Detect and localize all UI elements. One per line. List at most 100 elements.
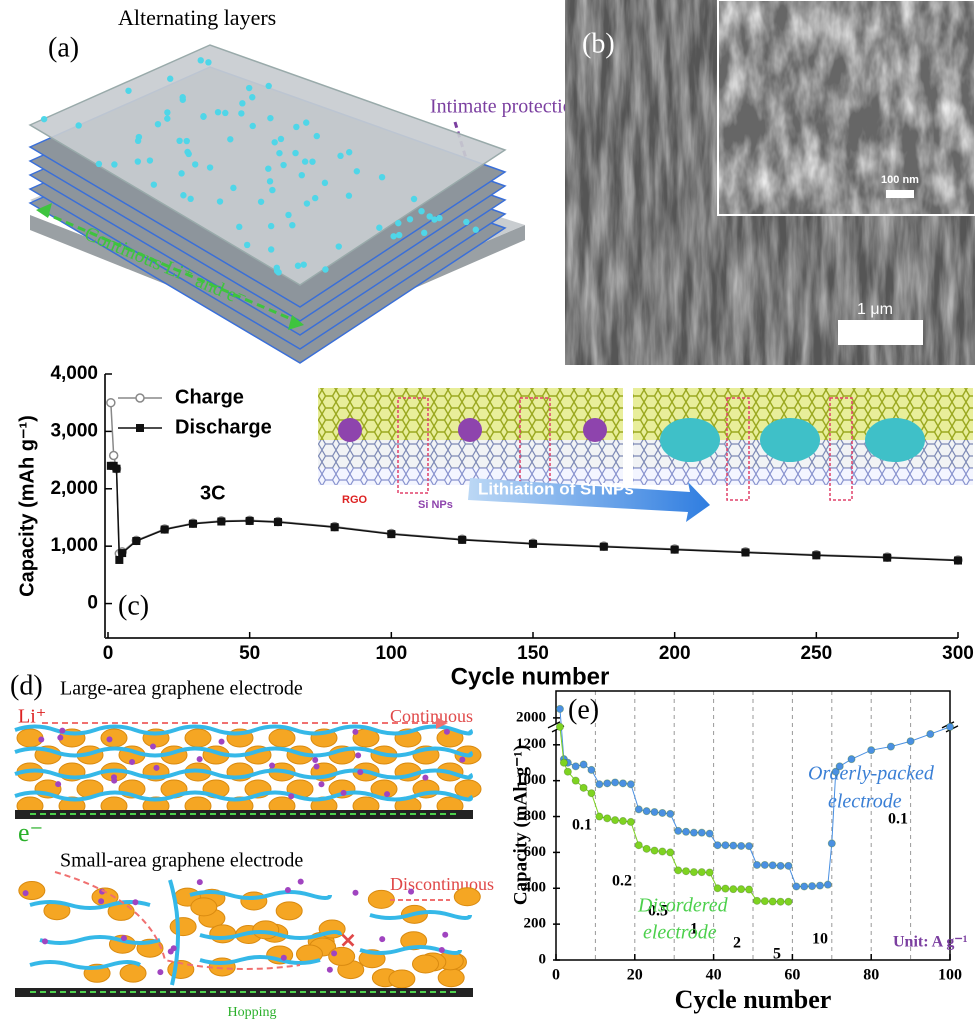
graphene	[168, 879, 181, 986]
particle	[437, 968, 465, 988]
particle	[426, 213, 433, 220]
point	[867, 746, 876, 755]
annotation: Unit: A g⁻¹	[893, 934, 968, 951]
scale-label: 100 nm	[881, 174, 919, 186]
point	[217, 517, 226, 526]
ion	[422, 774, 429, 781]
panel-d: (d) Large-area graphene electrode Li⁺ Co…	[10, 670, 494, 1020]
inset: RGO Si NPs Lithiation of Si NPs	[318, 388, 973, 522]
annotation: electrode	[828, 791, 902, 813]
particle	[164, 109, 171, 116]
y-tick-label: 0	[539, 951, 547, 967]
particle	[277, 135, 285, 143]
panel-label: (a)	[48, 32, 79, 63]
particle	[298, 171, 305, 179]
point	[559, 758, 568, 767]
ion	[442, 931, 449, 938]
particle	[111, 161, 118, 168]
particle	[268, 728, 296, 748]
panel-label: (b)	[582, 28, 615, 59]
ion	[57, 734, 64, 741]
lithiated-np	[865, 418, 925, 462]
ion	[153, 764, 160, 771]
point	[330, 523, 339, 532]
point	[115, 555, 124, 564]
particle	[301, 158, 309, 165]
point	[618, 817, 627, 826]
ion	[59, 727, 66, 734]
annotation: 10	[812, 931, 828, 948]
point	[737, 841, 746, 850]
point	[611, 778, 620, 787]
point	[831, 767, 840, 776]
particle	[230, 184, 237, 192]
annotation: 0.1	[888, 811, 908, 828]
particle	[146, 157, 154, 164]
particle	[410, 195, 418, 203]
particle	[191, 161, 199, 168]
ion	[297, 878, 304, 885]
inset-label: RGO	[342, 494, 368, 506]
particle	[243, 241, 251, 249]
particle	[240, 891, 268, 911]
point	[760, 897, 769, 906]
x-tick-label: 60	[784, 967, 800, 984]
si-np	[458, 418, 482, 442]
point	[611, 816, 620, 825]
particle	[214, 108, 222, 116]
y-tick-label: 2000	[516, 709, 546, 725]
particle	[390, 233, 397, 240]
point	[674, 826, 683, 835]
particle	[185, 150, 192, 158]
particle	[176, 137, 183, 145]
x-axis-title: Cycle number	[451, 663, 610, 690]
graphene	[39, 935, 161, 945]
ion	[288, 793, 295, 800]
point	[737, 885, 746, 894]
particle	[236, 223, 243, 231]
particle	[395, 231, 403, 239]
particle	[100, 728, 128, 748]
particle	[75, 122, 82, 129]
ion	[357, 769, 364, 776]
point	[136, 424, 144, 432]
sem-inset-texture	[719, 1, 974, 214]
panel-label: (e)	[568, 694, 599, 725]
ion	[149, 743, 156, 750]
particle	[411, 954, 439, 974]
point	[847, 755, 856, 764]
particle	[178, 170, 185, 177]
point	[618, 779, 627, 788]
point	[106, 397, 116, 408]
ion	[443, 728, 450, 735]
ion	[218, 738, 225, 745]
particle	[303, 200, 311, 207]
particle	[265, 165, 272, 172]
point	[697, 868, 706, 877]
y-tick-label: 1000	[516, 772, 546, 788]
point	[705, 829, 714, 838]
chart: 0 200 400 600 800 1000 1200 2000 0 20 40 60 80 100 Cyc…	[510, 690, 968, 1014]
ion	[352, 889, 359, 896]
particle	[353, 168, 361, 175]
point	[823, 880, 832, 889]
point	[666, 809, 675, 818]
particle	[134, 158, 142, 165]
ion	[379, 936, 386, 943]
point	[587, 789, 596, 798]
point	[634, 805, 643, 814]
particle	[311, 194, 319, 202]
x-tick-label: 100	[375, 643, 407, 664]
plot-frame	[555, 690, 951, 961]
point	[784, 861, 793, 870]
particle	[267, 114, 274, 122]
point	[760, 860, 769, 869]
particle	[406, 216, 414, 223]
point	[812, 551, 821, 560]
note: Continuous	[390, 706, 473, 726]
point	[808, 882, 817, 891]
particle	[266, 178, 274, 185]
annotation: electrode	[643, 922, 717, 944]
y-tick-label: 3,000	[50, 420, 98, 441]
particle	[309, 158, 316, 165]
